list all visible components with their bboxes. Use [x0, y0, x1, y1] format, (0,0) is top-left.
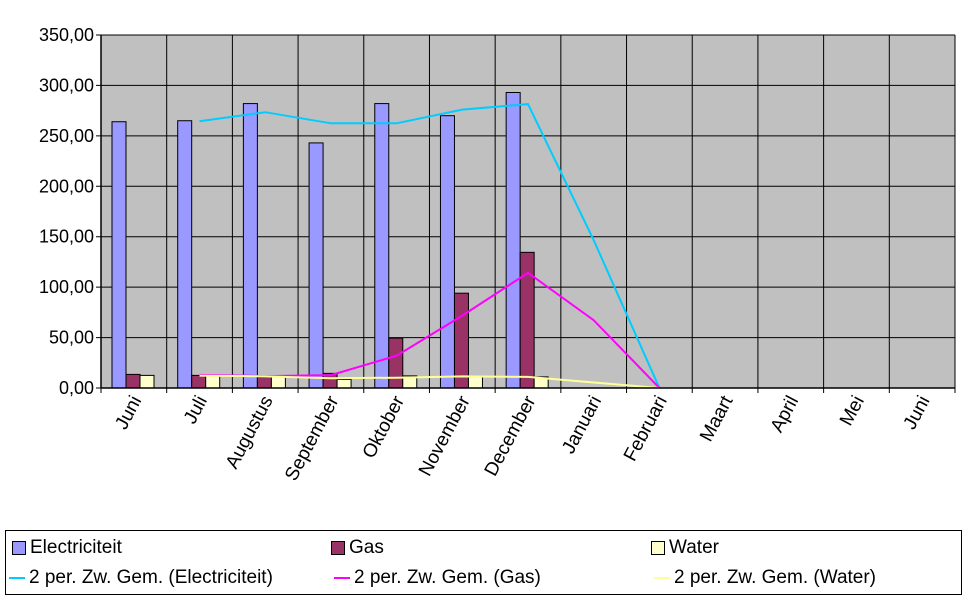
legend-line — [9, 577, 25, 579]
legend-swatch — [331, 541, 345, 555]
bar-electriciteit — [505, 91, 521, 389]
y-tick-label: 250,00 — [39, 126, 94, 146]
legend-swatch — [651, 541, 665, 555]
x-tick-label: Mei — [836, 392, 869, 429]
legend-label: Water — [669, 537, 719, 558]
x-tick-label: Maart — [696, 392, 738, 445]
legend-label: 2 per. Zw. Gem. (Water) — [674, 567, 877, 588]
y-tick-label: 200,00 — [39, 176, 94, 196]
y-tick-label: 300,00 — [39, 75, 94, 95]
trendline — [199, 103, 661, 389]
trendline — [199, 374, 660, 389]
bar-water — [205, 375, 221, 389]
x-tick-label: Januari — [558, 392, 606, 457]
legend-item-water: Water — [651, 537, 719, 559]
bar-electriciteit — [308, 142, 324, 389]
x-tick-label: September — [281, 392, 343, 485]
bar-electriciteit — [439, 115, 455, 389]
bar-gas — [388, 337, 404, 389]
bar-chart: 0,00 50,00 100,00 150,00 200,00 250,00 300,00 3… — [39, 25, 956, 485]
bar-water — [336, 378, 352, 389]
legend-item-trend-water: 2 per. Zw. Gem. (Water) — [654, 567, 876, 589]
bar-gas — [191, 374, 207, 389]
legend-label: 2 per. Zw. Gem. (Gas) — [354, 567, 541, 588]
bar-electriciteit — [242, 103, 258, 389]
legend-label: Electriciteit — [30, 537, 122, 558]
legend-item-gas: Gas — [331, 537, 384, 559]
y-tick-label: 150,00 — [39, 227, 94, 247]
bar-water — [467, 376, 483, 389]
x-tick-label: Februari — [620, 392, 672, 464]
legend-label: Gas — [349, 537, 384, 558]
legend-item-electriciteit: Electriciteit — [12, 537, 122, 559]
legend-item-trend-electriciteit: 2 per. Zw. Gem. (Electriciteit) — [9, 567, 273, 589]
y-tick-label: 0,00 — [59, 378, 94, 398]
y-tick-label: 100,00 — [39, 277, 94, 297]
x-tick-label: Juli — [180, 392, 212, 427]
x-tick-label: April — [767, 392, 803, 435]
legend-line — [334, 577, 350, 579]
bar-electriciteit — [111, 121, 127, 389]
y-tick-label: 350,00 — [39, 25, 94, 45]
bar-water — [139, 374, 155, 389]
x-tick-label: Juni — [900, 392, 935, 433]
x-tick-label: December — [481, 392, 541, 480]
legend-label: 2 per. Zw. Gem. (Electriciteit) — [29, 567, 273, 588]
legend-swatch — [12, 541, 26, 555]
x-tick-label: Augustus — [222, 392, 278, 472]
legend: Electriciteit Gas Water 2 per. Zw. Gem. … — [5, 530, 962, 595]
x-tick-label: November — [415, 392, 475, 480]
bar-gas — [453, 292, 469, 389]
legend-item-trend-gas: 2 per. Zw. Gem. (Gas) — [334, 567, 541, 589]
bar-water — [270, 376, 286, 389]
y-tick-label: 50,00 — [49, 328, 94, 348]
legend-line — [654, 577, 670, 579]
x-tick-label: Juni — [111, 392, 146, 433]
x-tick-label: Oktober — [359, 392, 410, 462]
bar-electriciteit — [177, 120, 193, 389]
bar-electriciteit — [374, 103, 390, 389]
bar-gas — [125, 373, 141, 389]
bar-gas — [256, 376, 272, 389]
